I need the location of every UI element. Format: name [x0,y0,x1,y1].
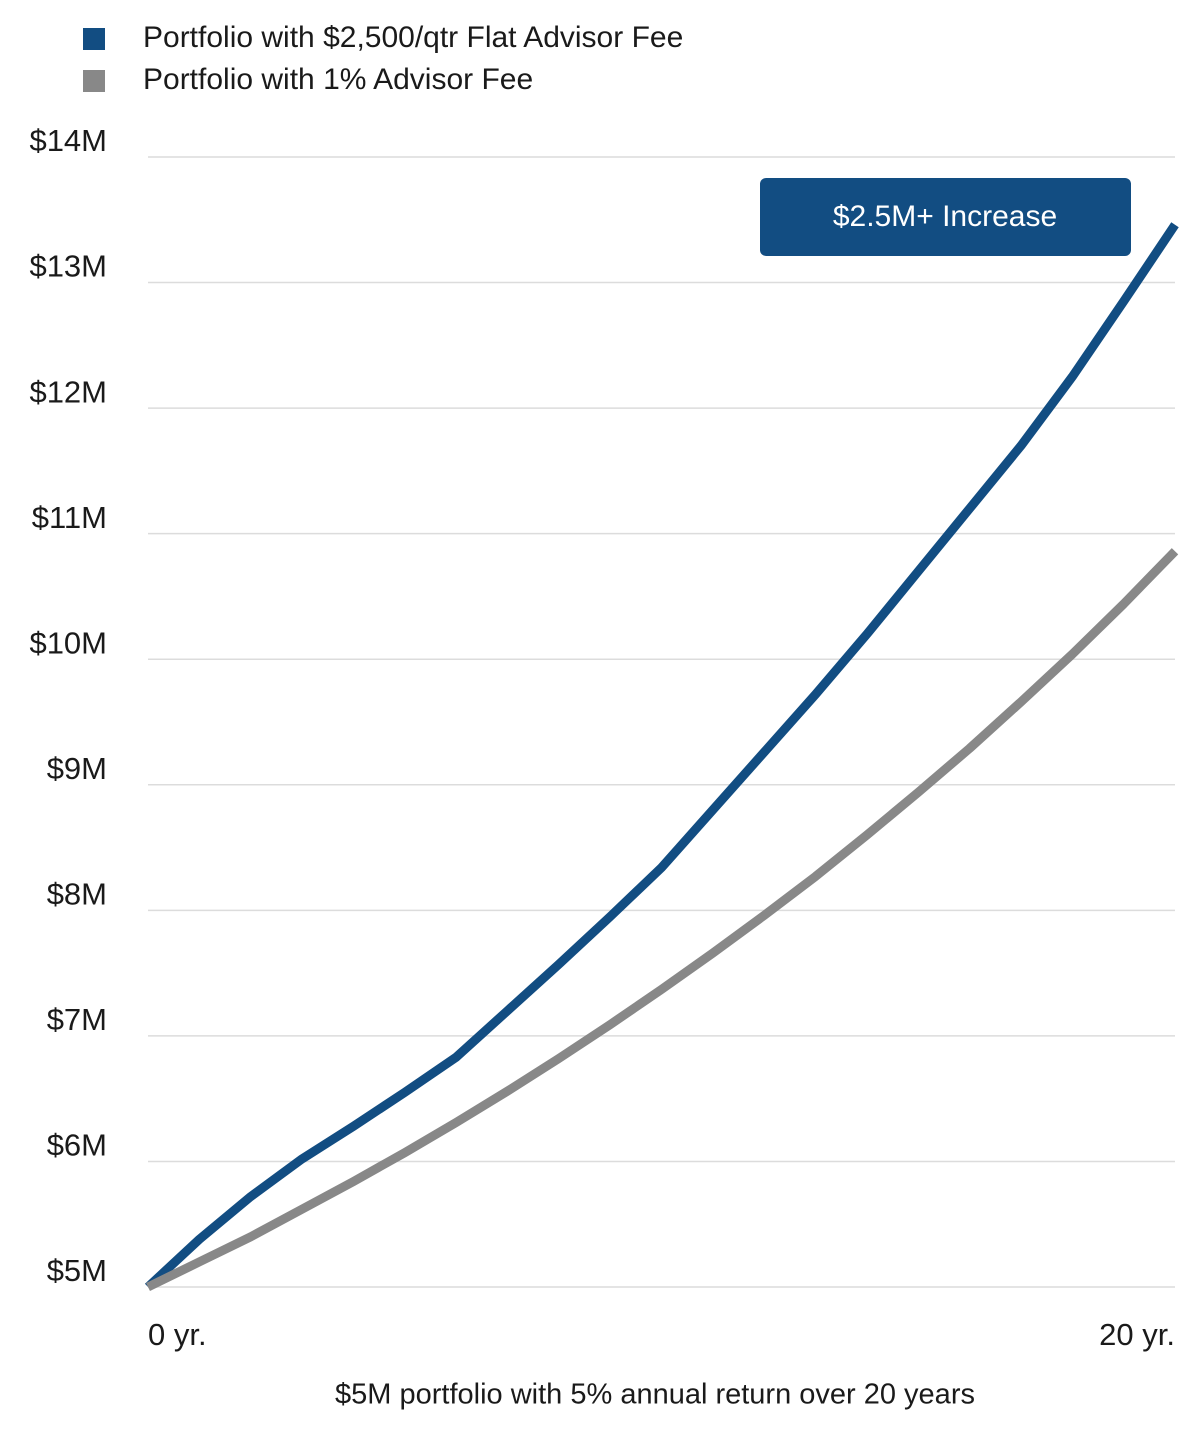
legend-label: Portfolio with $2,500/qtr Flat Advisor F… [143,21,683,54]
x-tick-label: 0 yr. [148,1317,207,1352]
y-tick-label: $5M [47,1253,107,1288]
y-tick-label: $11M [32,500,107,535]
x-tick-label: 20 yr. [1099,1317,1175,1352]
legend-swatch [83,70,105,92]
series-line [144,222,1179,1291]
annotation: $2.5M+ Increase [833,200,1057,233]
y-tick-label: $9M [47,751,107,786]
x-axis-title: $5M portfolio with 5% annual return over… [335,1379,975,1411]
y-tick-label: $12M [29,374,107,409]
y-tick-label: $6M [47,1128,107,1163]
legend-swatch [83,28,105,50]
annotation-box [760,178,1131,256]
y-tick-label: $13M [29,249,107,284]
y-tick-label: $8M [47,877,107,912]
series-line [146,548,1179,1292]
y-tick-label: $10M [29,625,107,660]
legend-label: Portfolio with 1% Advisor Fee [143,63,533,96]
y-tick-label: $7M [47,1002,107,1037]
y-tick-label: $14M [29,123,107,158]
